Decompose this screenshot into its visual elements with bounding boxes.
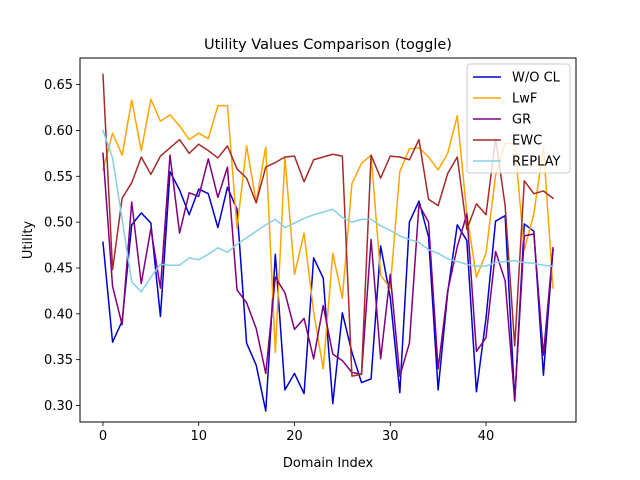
x-tick-label: 30 [382, 429, 399, 444]
series-layer [102, 73, 555, 412]
x-axis-ticks: 0 10 20 30 40 [99, 422, 494, 444]
y-axis-title: Utility [21, 221, 36, 260]
legend-label-w-o-cl: W/O CL [512, 71, 561, 86]
y-tick-label: 0.35 [44, 353, 73, 368]
legend: W/O CL LwF GR EWC REPLAY [466, 63, 571, 174]
y-tick-label: 0.60 [44, 124, 73, 139]
plot-frame [79, 57, 577, 423]
x-axis-title: Domain Index [283, 456, 374, 471]
y-tick-label: 0.65 [44, 78, 73, 93]
series-line-lwf [102, 98, 554, 370]
x-tick-label: 20 [286, 429, 303, 444]
y-tick-label: 0.45 [44, 261, 73, 276]
x-tick-label: 0 [99, 429, 107, 444]
y-axis-ticks: 0.30 0.35 0.40 0.45 0.50 0.55 0.60 0.65 [44, 78, 80, 414]
legend-label-gr: GR [512, 113, 531, 128]
x-tick-label: 10 [190, 429, 207, 444]
chart-title: Utility Values Comparison (toggle) [204, 37, 452, 53]
series-line-gr [102, 152, 554, 402]
y-tick-label: 0.40 [44, 307, 73, 322]
series-line-w-o-cl [102, 170, 554, 412]
series-line-ewc [102, 73, 555, 377]
y-tick-label: 0.50 [44, 216, 73, 231]
legend-label-lwf: LwF [512, 92, 537, 107]
series-line-replay [102, 129, 554, 293]
legend-label-replay: REPLAY [512, 155, 561, 170]
y-tick-label: 0.30 [44, 399, 73, 414]
legend-box [466, 63, 571, 174]
y-tick-label: 0.55 [44, 170, 73, 185]
x-tick-label: 40 [478, 429, 495, 444]
legend-label-ewc: EWC [512, 134, 542, 149]
